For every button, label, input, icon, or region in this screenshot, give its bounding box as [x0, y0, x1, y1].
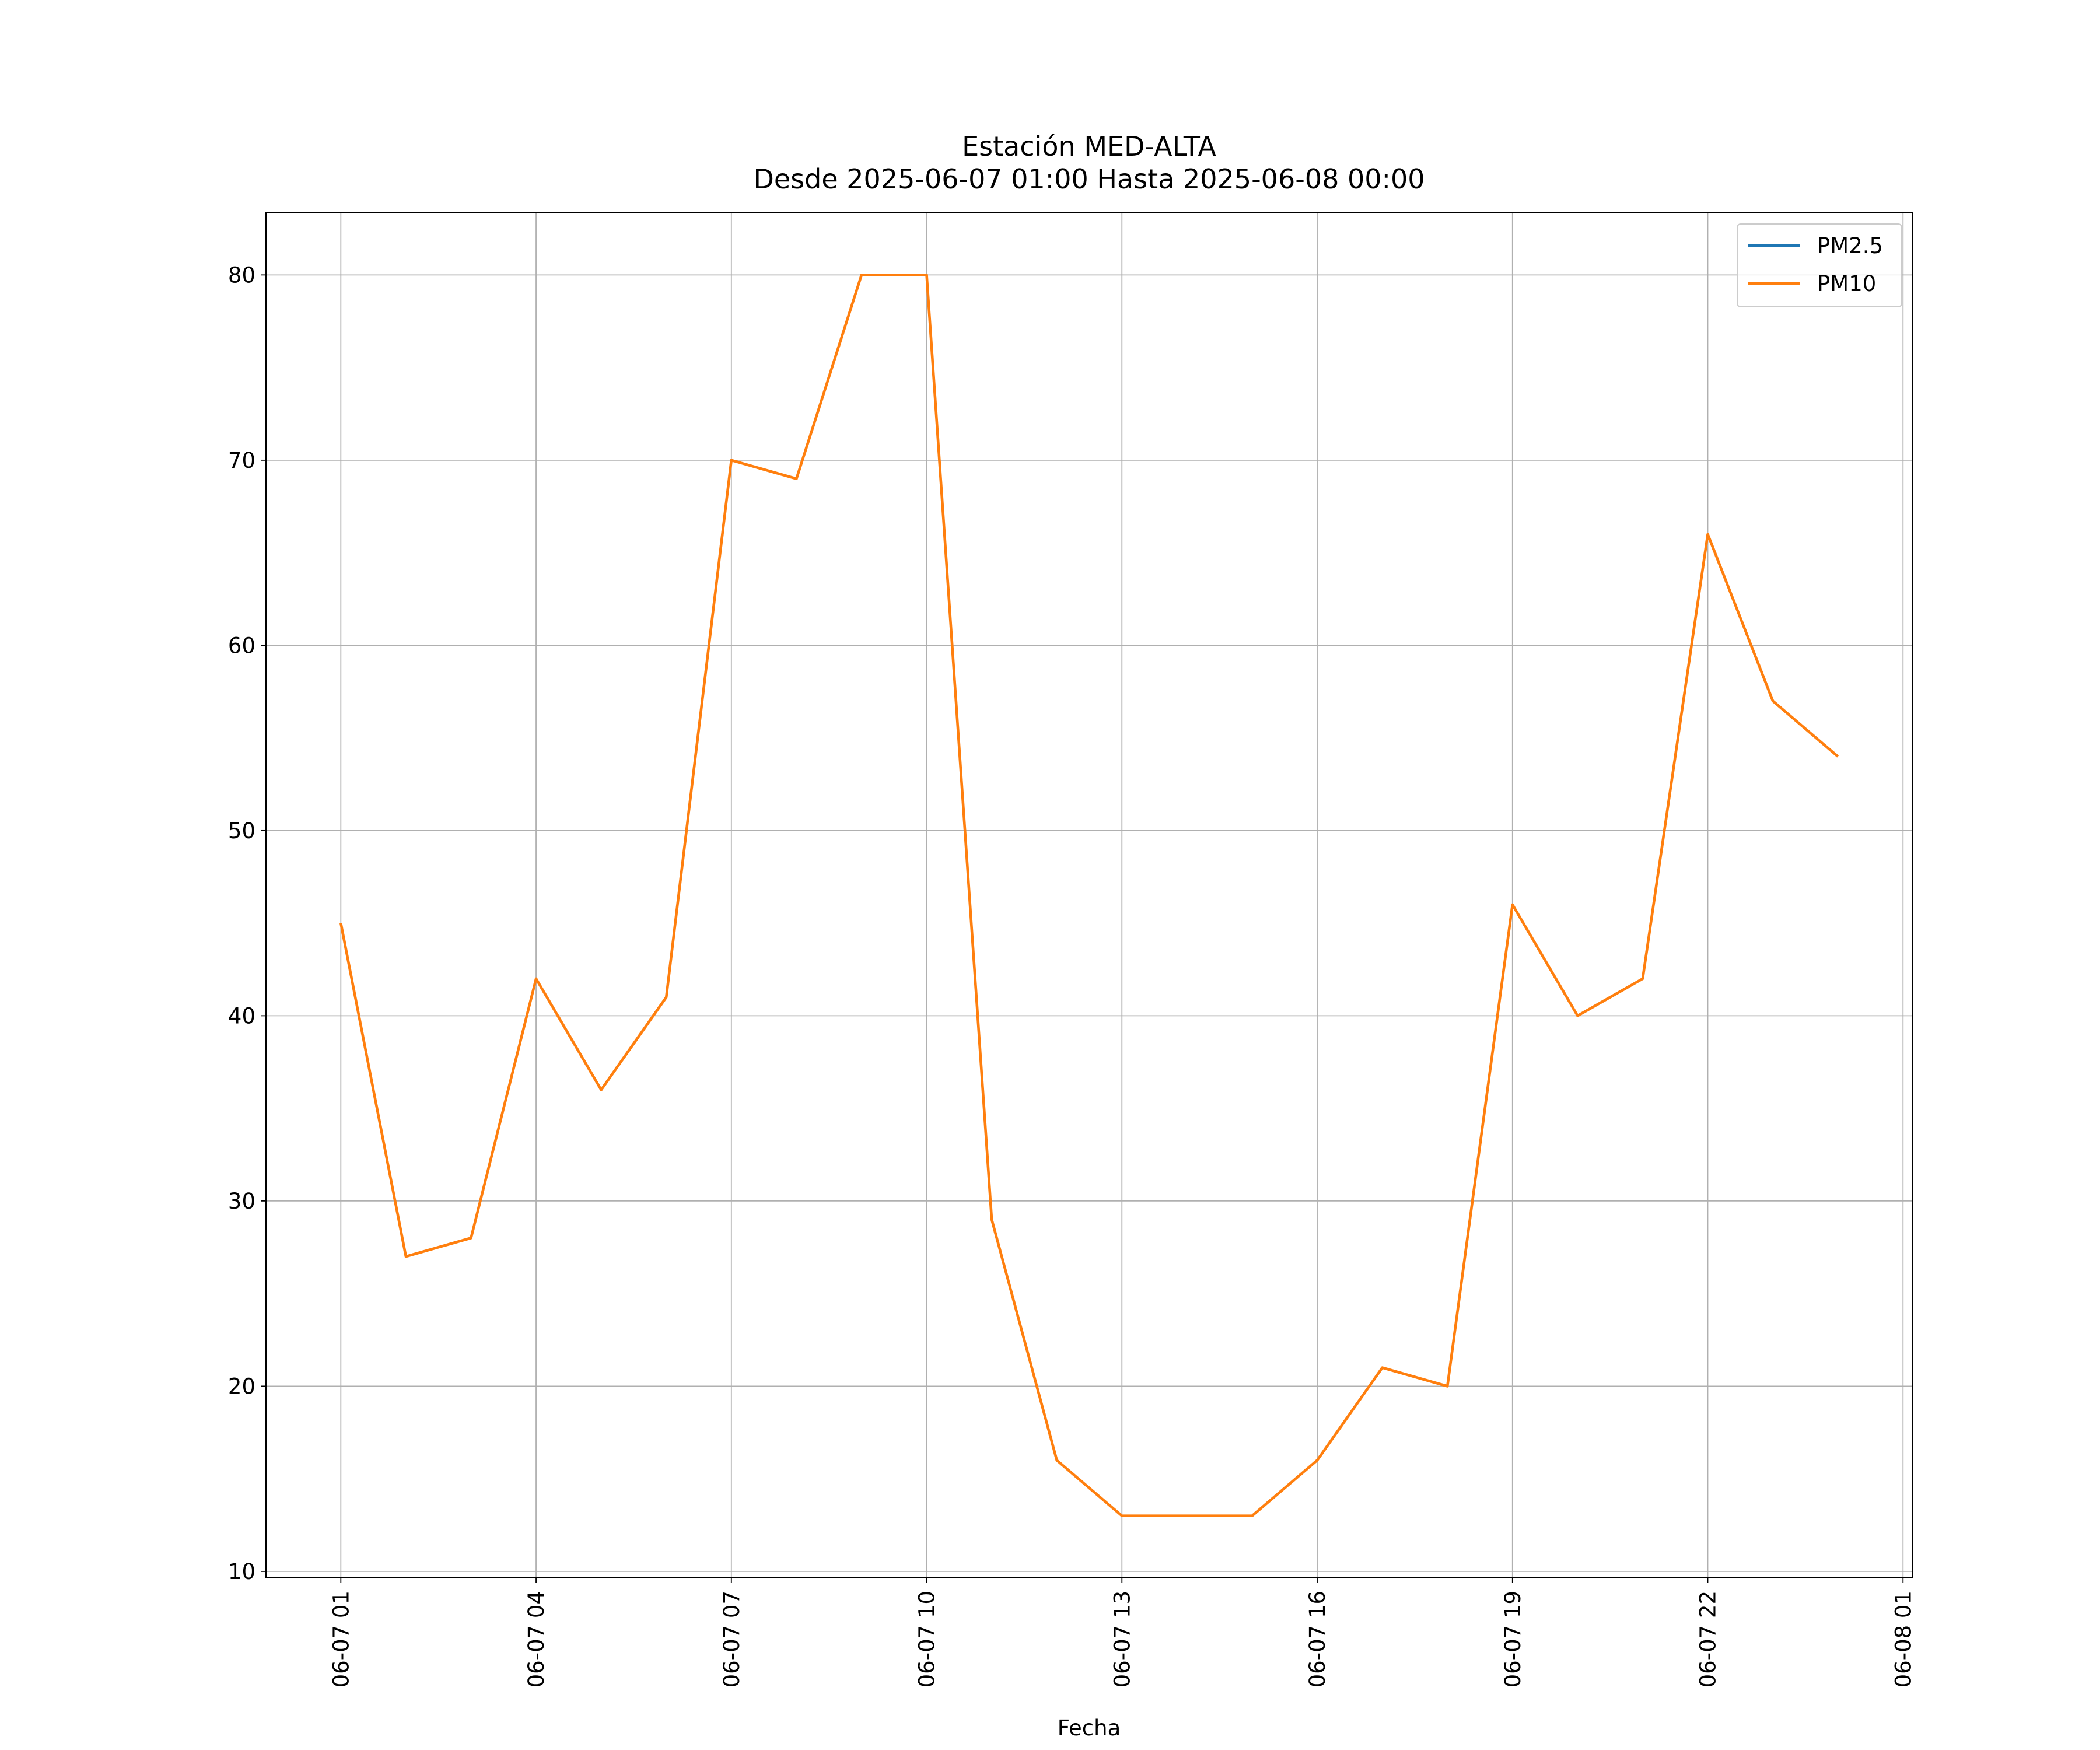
x-tick-label: 06-07 04	[524, 1591, 549, 1688]
y-tick-label: 10	[228, 1559, 256, 1584]
y-tick-label: 30	[228, 1189, 256, 1214]
y-tick-label: 70	[228, 448, 256, 473]
x-tick-label: 06-08 01	[1891, 1591, 1916, 1688]
chart-title: Estación MED-ALTA	[962, 131, 1216, 162]
y-tick-label: 80	[228, 262, 256, 288]
x-tick-label: 06-07 16	[1305, 1591, 1330, 1688]
y-tick-label: 20	[228, 1374, 256, 1399]
legend: PM2.5 PM10	[1737, 223, 1902, 307]
y-tick-label: 40	[228, 1003, 256, 1028]
x-tick-label: 06-07 22	[1696, 1591, 1721, 1688]
series-line	[340, 274, 1839, 1517]
y-tick-label: 60	[228, 633, 256, 658]
x-tick-label: 06-07 07	[719, 1591, 744, 1688]
plot-frame	[265, 212, 1913, 1578]
chart-subtitle: Desde 2025-06-07 01:00 Hasta 2025-06-08 …	[753, 163, 1424, 195]
y-tick-label: 50	[228, 818, 256, 844]
x-tick-label: 06-07 10	[915, 1591, 940, 1688]
x-tick-label: 06-07 01	[328, 1591, 354, 1688]
legend-label: PM10	[1817, 271, 1876, 296]
legend-label: PM2.5	[1817, 233, 1883, 258]
x-tick-label: 06-07 19	[1500, 1591, 1525, 1688]
x-tick-label: 06-07 13	[1110, 1591, 1135, 1688]
x-axis-label: Fecha	[1058, 1716, 1121, 1741]
